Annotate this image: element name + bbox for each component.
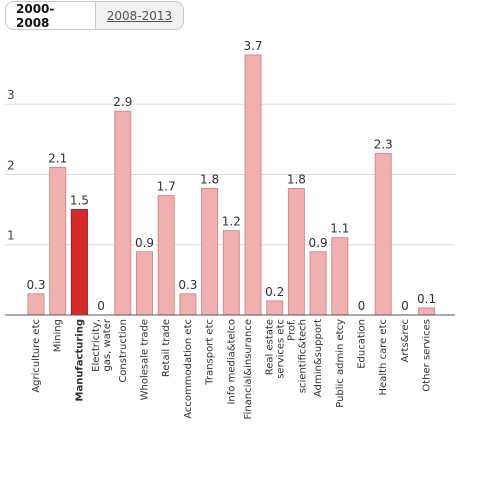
- tab-2000-2008[interactable]: 2000-2008: [6, 2, 95, 29]
- category-label: Real estateservices etc: [265, 319, 287, 379]
- y-tick-label: 2: [7, 158, 15, 172]
- bars: [27, 54, 436, 316]
- category-label: Prof.scientific&tech: [286, 319, 308, 393]
- data-labels: 0.3 2.1 1.5 0 2.9 0.9 1.7 0.3 1.8 1.2 3.7 0.2 1.8 0.9…: [26, 39, 436, 313]
- category-label: Retail trade: [161, 319, 172, 377]
- bar[interactable]: [114, 110, 132, 316]
- data-label: 3.7: [243, 39, 262, 53]
- data-label: 1.8: [287, 173, 306, 187]
- y-tick-label: 3: [7, 88, 15, 102]
- category-label: Manufacturing: [74, 319, 85, 402]
- category-label: Transport etc: [205, 319, 216, 386]
- bar[interactable]: [266, 300, 284, 316]
- category-label: Health care etc: [378, 319, 389, 395]
- bar[interactable]: [374, 152, 392, 316]
- category-label: Public admin etcy: [335, 319, 346, 408]
- data-label: 1.7: [157, 180, 176, 194]
- data-label: 2.1: [48, 151, 67, 165]
- data-label: 0.9: [135, 236, 154, 250]
- category-label: Wholesale trade: [140, 319, 151, 400]
- category-label: Electricity,gas, water: [91, 318, 113, 372]
- category-label: Other services: [422, 319, 433, 392]
- y-tick-labels: 1 2 3: [7, 88, 15, 243]
- category-label: Education: [357, 319, 368, 369]
- bar[interactable]: [244, 54, 262, 316]
- data-label: 0.3: [26, 278, 45, 292]
- bar[interactable]: [331, 237, 349, 316]
- y-tick-label: 1: [7, 229, 15, 243]
- data-label: 0: [401, 299, 409, 313]
- bar[interactable]: [49, 166, 67, 316]
- period-tabs: 2000-2008 2008-2013: [5, 1, 184, 30]
- category-label: Agriculture etc: [31, 319, 42, 393]
- category-label: Construction: [118, 319, 129, 383]
- bar[interactable]: [201, 188, 219, 316]
- category-label: Financial&insurance: [243, 319, 254, 419]
- data-label: 0.9: [309, 236, 328, 250]
- bar[interactable]: [70, 209, 88, 316]
- bar[interactable]: [418, 307, 436, 316]
- category-label: Info media&telco: [226, 319, 237, 405]
- data-label: 1.2: [222, 215, 241, 229]
- bar[interactable]: [222, 230, 240, 316]
- category-labels: Agriculture etc Mining Manufacturing Electr…: [31, 318, 433, 419]
- category-label: Mining: [53, 319, 64, 352]
- category-label: Admin&support: [313, 319, 324, 397]
- data-label: 0.1: [417, 292, 436, 306]
- data-label: 2.9: [113, 95, 132, 109]
- bar[interactable]: [157, 195, 175, 316]
- tab-2008-2013[interactable]: 2008-2013: [95, 2, 183, 29]
- data-label: 1.5: [70, 194, 89, 208]
- data-label: 0.2: [265, 285, 284, 299]
- bar[interactable]: [309, 251, 327, 316]
- category-label: Arts&rec: [400, 319, 411, 362]
- data-label: 0: [97, 299, 105, 313]
- bar[interactable]: [287, 188, 305, 316]
- data-label: 0.3: [178, 278, 197, 292]
- data-label: 1.1: [330, 222, 349, 236]
- category-label: Accommodation etc: [183, 319, 194, 419]
- data-label: 0: [358, 299, 366, 313]
- data-label: 1.8: [200, 173, 219, 187]
- bar[interactable]: [27, 293, 45, 316]
- bar[interactable]: [136, 251, 153, 316]
- bar[interactable]: [179, 293, 197, 316]
- data-label: 2.3: [374, 137, 393, 151]
